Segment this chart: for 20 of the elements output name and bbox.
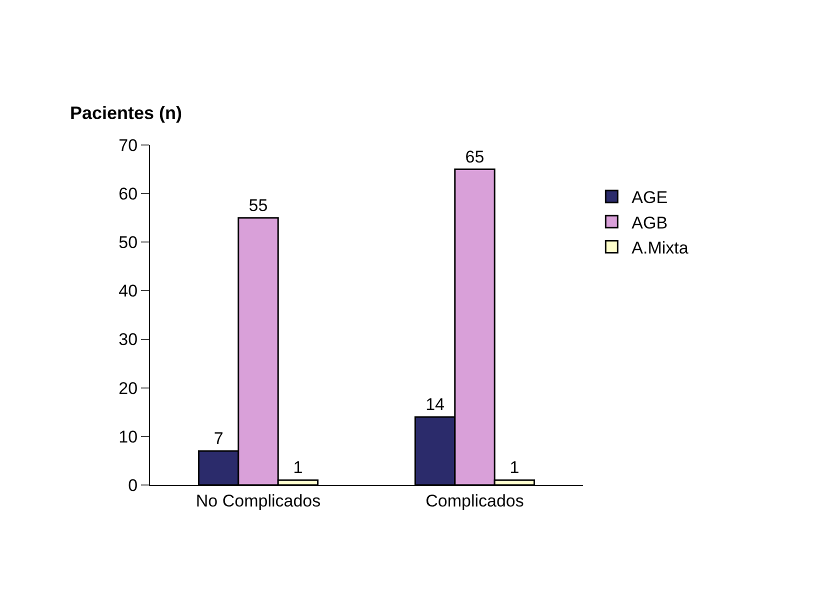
x-tick-label: No Complicados xyxy=(196,491,321,510)
y-tick-label: 30 xyxy=(118,330,138,350)
data-label: 1 xyxy=(510,458,520,478)
y-tick-label: 50 xyxy=(118,233,138,252)
data-label: 14 xyxy=(426,395,445,414)
data-label: 65 xyxy=(465,147,484,166)
y-axis-title: Pacientes (n) xyxy=(70,103,182,123)
legend-label: AGB xyxy=(632,213,668,232)
legend-label: A.Mixta xyxy=(632,238,689,258)
y-tick-label: 0 xyxy=(128,476,138,495)
data-label: 7 xyxy=(214,429,224,448)
x-tick-label: Complicados xyxy=(426,491,524,510)
data-label: 55 xyxy=(248,196,268,215)
legend-label: AGE xyxy=(632,188,668,208)
y-tick-label: 70 xyxy=(118,136,138,155)
y-tick-label: 40 xyxy=(118,282,138,301)
y-tick-label: 20 xyxy=(118,378,138,398)
y-tick-label: 10 xyxy=(118,427,138,446)
y-tick-label: 60 xyxy=(118,184,138,204)
data-label: 1 xyxy=(293,458,303,478)
